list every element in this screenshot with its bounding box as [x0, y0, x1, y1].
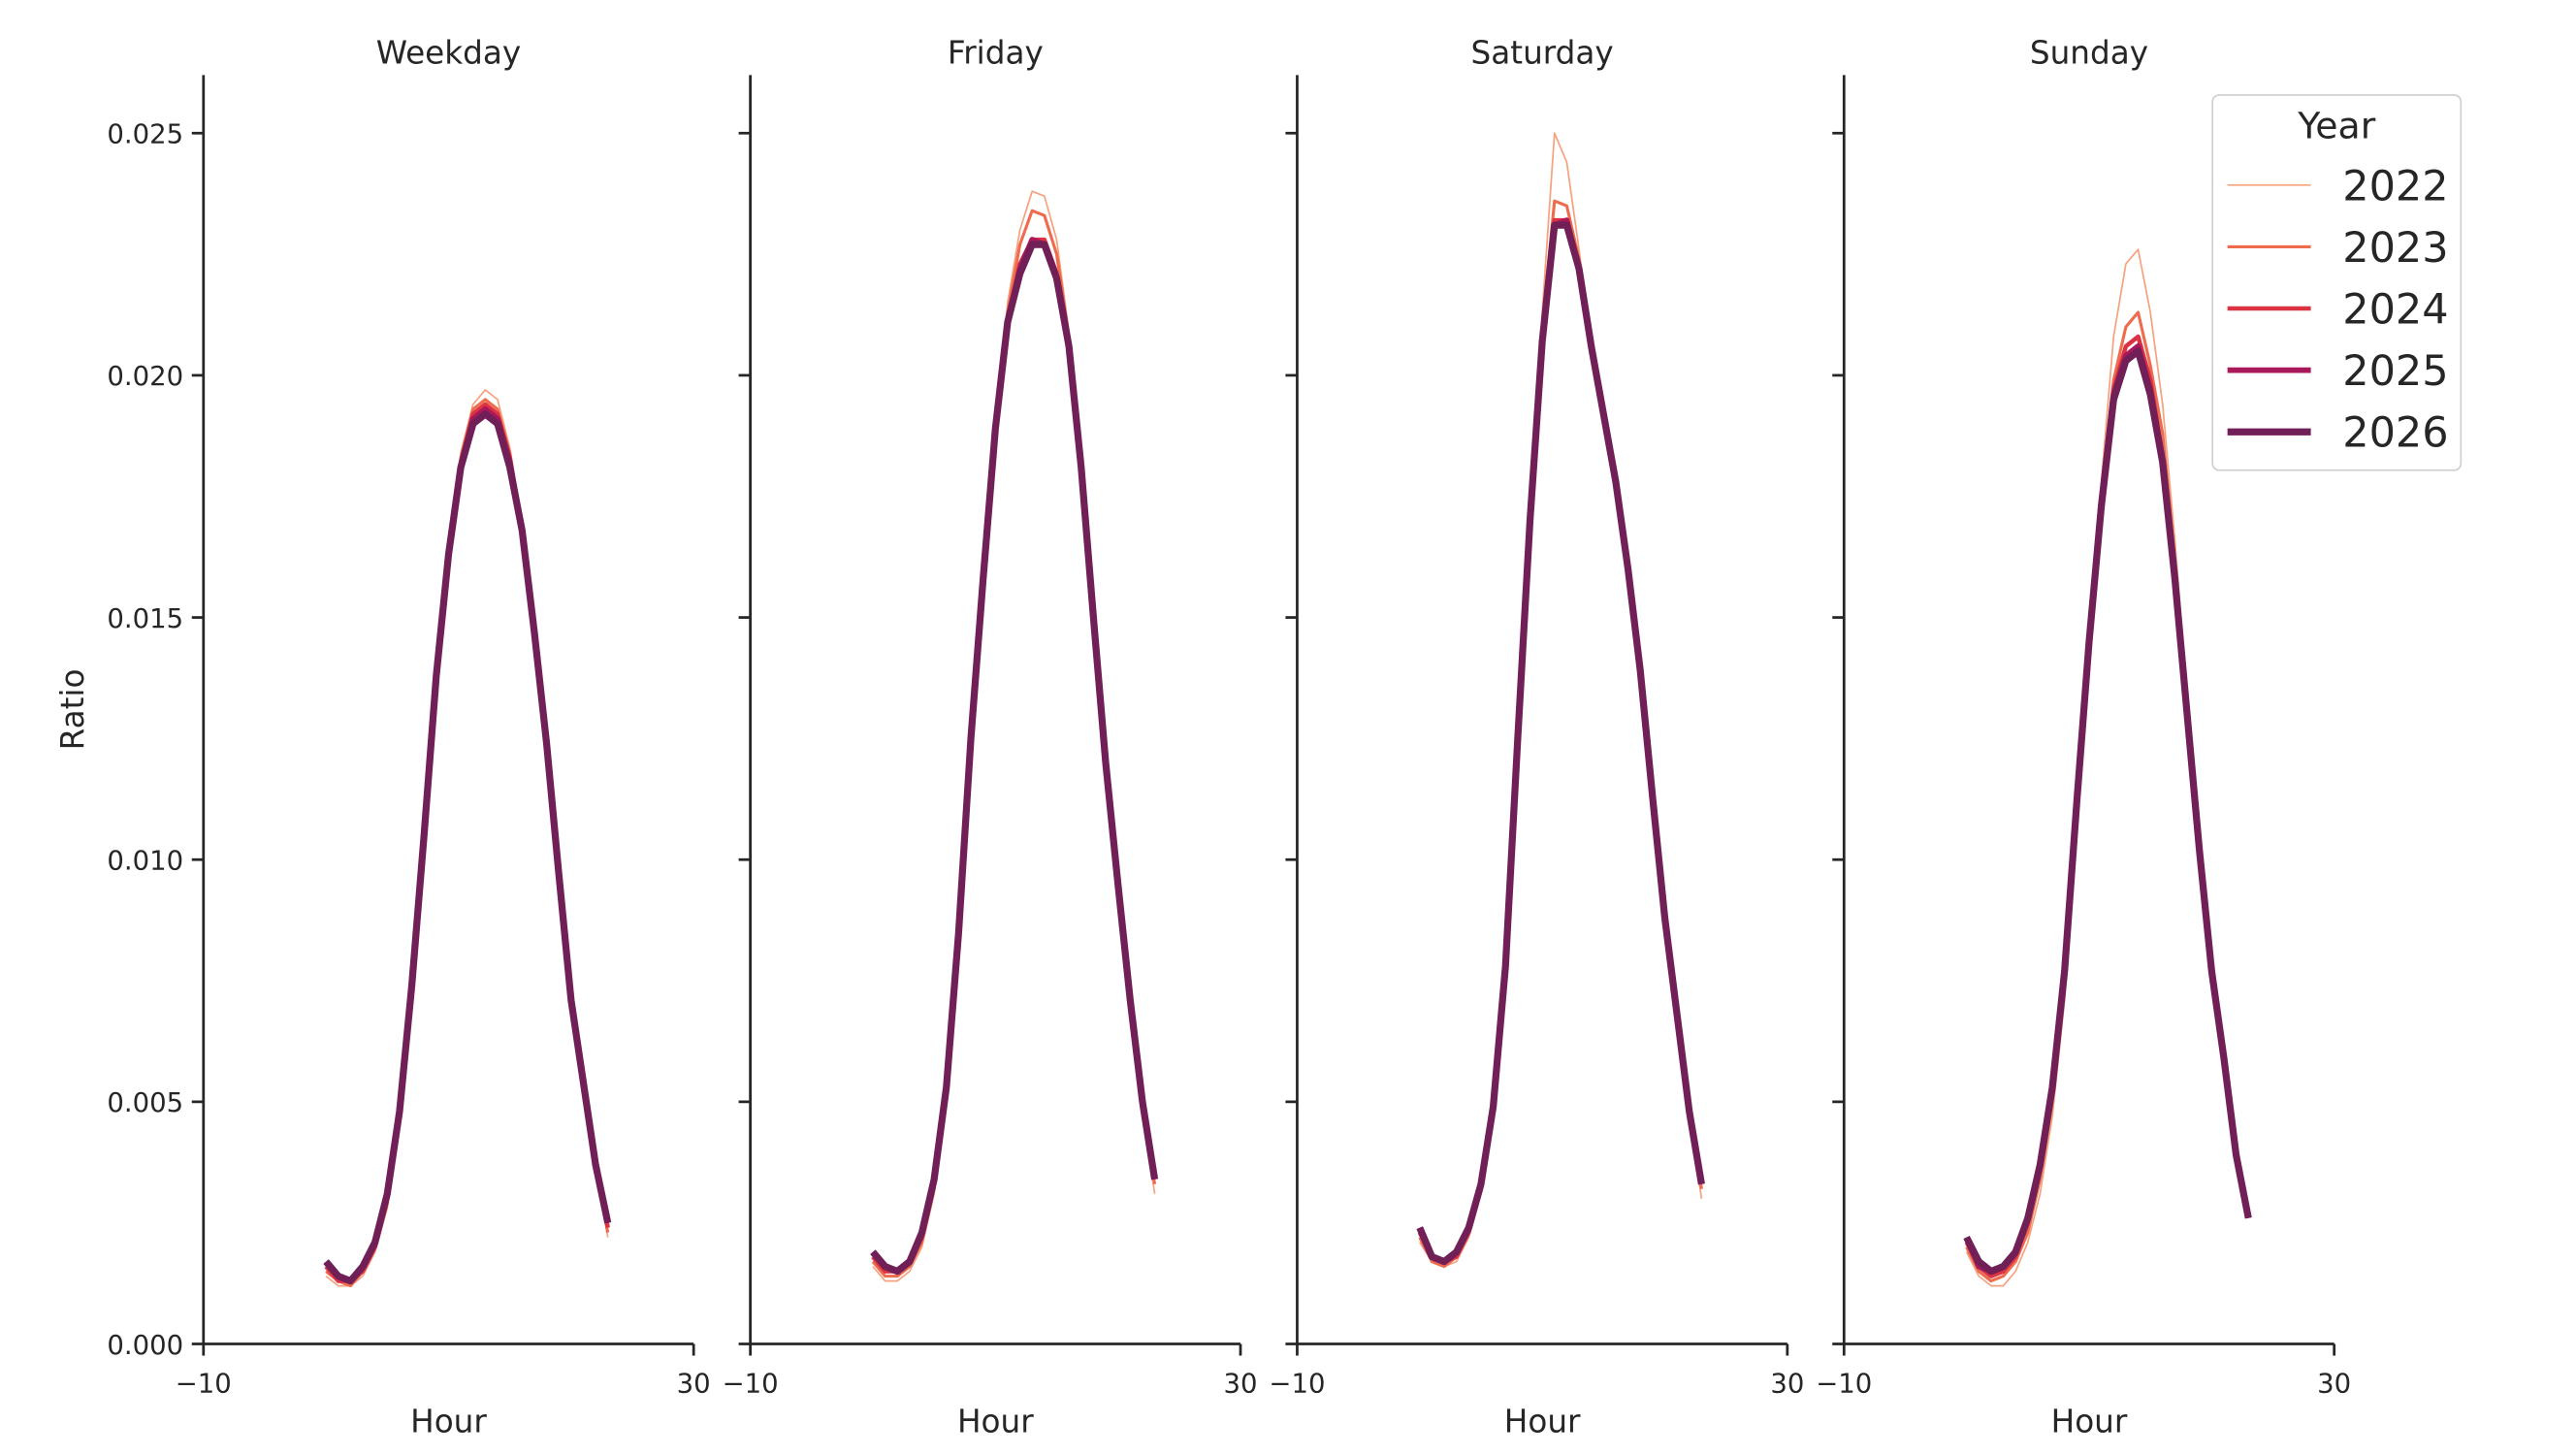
panel: Weekday Hour Ratio −10 30 0.000 0.005 0.010 0.01… — [54, 34, 711, 1439]
y-tick-label: 0.000 — [107, 1330, 183, 1361]
y-tick-label: 0.025 — [107, 119, 183, 150]
series-line — [1417, 217, 1705, 1265]
series-line — [323, 410, 612, 1285]
legend-box — [2211, 94, 2463, 471]
x-tick-label: 30 — [1224, 1368, 1258, 1399]
series-line — [1419, 132, 1703, 1268]
legend-label: 2023 — [2342, 224, 2448, 273]
series-line — [325, 398, 610, 1288]
panel-title: Sunday — [2030, 34, 2148, 71]
panel-title: Friday — [948, 34, 1044, 71]
series-line — [1963, 347, 2252, 1276]
series-line — [1965, 248, 2250, 1287]
legend: Year 2022 2023 2024 2025 2026 — [2211, 94, 2463, 471]
panel-title: Saturday — [1471, 34, 1614, 71]
x-tick-label: −10 — [1269, 1368, 1325, 1399]
series-line — [870, 237, 1158, 1275]
x-tick-label: 30 — [2317, 1368, 2351, 1399]
x-axis-label: Hour — [957, 1404, 1034, 1440]
series-line — [870, 241, 1159, 1276]
series-line — [1416, 221, 1705, 1266]
legend-title: Year — [2297, 105, 2375, 147]
legend-label: 2022 — [2342, 162, 2448, 210]
x-tick-label: −10 — [723, 1368, 779, 1399]
legend-label: 2025 — [2342, 347, 2448, 396]
y-axis-label: Ratio — [54, 669, 91, 751]
panel: Friday Hour −10 30 — [723, 34, 1258, 1439]
series-line — [324, 402, 610, 1283]
series-line — [323, 405, 611, 1284]
series-line — [871, 209, 1157, 1278]
panel: Saturday Hour −10 30 — [1269, 34, 1804, 1439]
y-tick-label: 0.010 — [107, 846, 183, 877]
x-tick-label: 30 — [1770, 1368, 1804, 1399]
x-axis-label: Hour — [1504, 1404, 1581, 1440]
panel-title: Weekday — [376, 34, 522, 71]
x-tick-label: 30 — [677, 1368, 711, 1399]
panel: Sunday Hour −10 30 — [1816, 34, 2351, 1439]
series-line — [1963, 343, 2252, 1275]
y-tick-label: 0.005 — [107, 1087, 183, 1118]
x-tick-label: −10 — [1816, 1368, 1872, 1399]
x-axis-label: Hour — [2051, 1404, 2128, 1440]
x-tick-label: −10 — [176, 1368, 232, 1399]
x-axis-label: Hour — [410, 1404, 487, 1440]
y-tick-label: 0.015 — [107, 603, 183, 634]
series-line — [1417, 217, 1704, 1264]
series-line — [872, 190, 1156, 1282]
series-line — [1418, 199, 1703, 1269]
legend-label: 2024 — [2342, 285, 2448, 334]
y-tick-label: 0.020 — [107, 361, 183, 392]
series-line — [871, 237, 1157, 1274]
legend-label: 2026 — [2342, 409, 2448, 458]
series-line — [325, 389, 609, 1287]
